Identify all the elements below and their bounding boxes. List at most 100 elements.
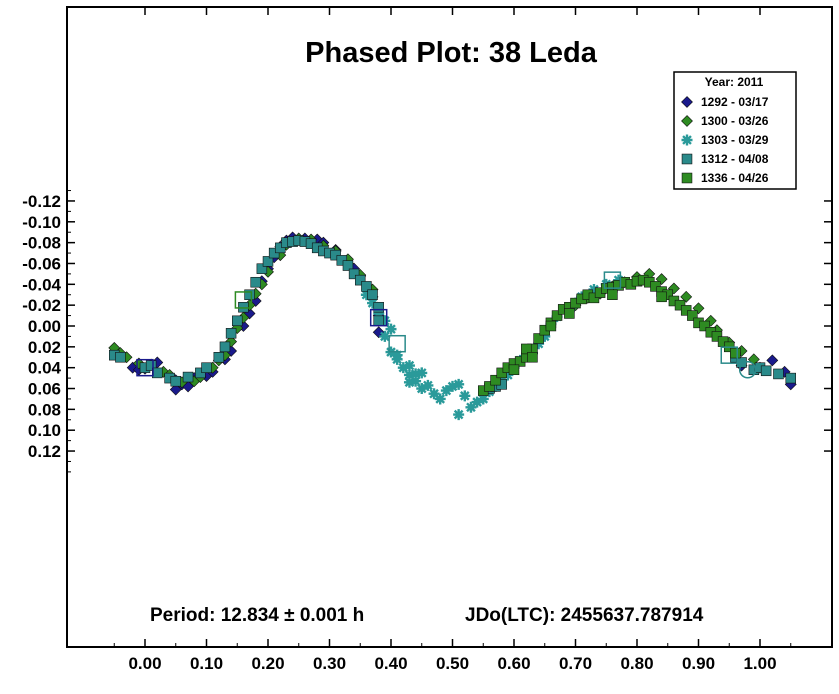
data-point [477,393,489,405]
anchor-marker [388,334,406,353]
data-point [508,364,520,376]
data-point [545,320,557,332]
anchor-marker [136,358,154,377]
data-point [607,289,618,300]
y-tick-label: 0.04 [28,359,62,378]
data-point [403,360,415,372]
y-tick-label: -0.12 [22,192,61,211]
chart-title: Phased Plot: 38 Leda [305,37,598,69]
data-point [342,260,354,271]
anchor-marker [369,308,388,327]
data-point [760,365,772,377]
data-point [244,289,255,300]
data-point [360,289,372,301]
legend: Year: 2011 1292 - 03/17 1300 - 03/26 1303 … [673,71,797,190]
data-point [213,352,225,363]
data-point [410,368,422,380]
data-point [785,372,796,384]
legend-marker [681,115,693,127]
legend-label: 1300 - 03/26 [701,114,769,128]
data-point [232,315,243,327]
data-point [262,256,274,267]
data-point [773,368,784,380]
y-tick-label: 0.10 [28,421,61,440]
data-point [564,308,575,319]
axis-ticks: 0.00 0.10 0.20 0.30 0.40 0.50 0.60 0.70 0.80 0.90… [22,7,832,673]
data-point [170,375,182,387]
x-tick-label: 1.00 [743,654,776,673]
y-tick-label: -0.02 [22,296,61,315]
data-point [373,307,385,319]
x-tick-label: 0.80 [620,654,653,673]
data-point [440,385,452,397]
data-point [428,388,440,400]
data-point [416,367,428,379]
data-point [182,371,194,383]
data-point [225,328,237,339]
data-point [730,347,741,359]
x-tick-label: 0.40 [374,654,407,673]
period-label: Period: 12.834 ± 0.001 h [150,605,364,626]
data-point [403,369,415,381]
data-point [169,383,182,396]
data-point [453,409,465,421]
y-tick-label: 0.12 [28,442,61,461]
x-tick-label: 0.20 [251,654,284,673]
x-tick-label: 0.10 [190,654,223,673]
data-points [108,231,797,421]
data-point [416,383,428,395]
data-point [354,274,366,286]
data-point [410,375,422,387]
data-point [403,376,415,388]
data-point [699,320,710,332]
data-point [447,380,458,392]
data-point [373,301,384,313]
x-tick-label: 0.70 [559,654,592,673]
legend-marker [681,172,693,184]
data-point [484,381,495,392]
legend-label: 1336 - 04/26 [701,171,769,185]
data-point [434,393,446,405]
legend-title: Year: 2011 [705,75,764,89]
data-point [459,390,471,402]
data-point [385,323,397,335]
data-point [471,396,483,408]
legend-label: 1292 - 03/17 [701,95,769,109]
x-tick-label: 0.00 [128,654,161,673]
data-point [527,352,538,363]
legend-marker [681,134,693,146]
data-point [115,352,126,363]
legend-label: 1312 - 04/08 [701,152,769,166]
legend-marker [681,153,693,165]
data-point [502,369,514,381]
legend-marker [681,96,693,108]
data-point [551,310,563,321]
data-point [367,297,379,309]
data-point [766,354,779,367]
y-tick-label: 0.08 [28,400,61,419]
data-point [250,276,261,288]
data-point [656,291,667,303]
data-point [367,289,378,300]
x-tick-label: 0.60 [497,654,530,673]
data-point [680,290,693,303]
data-point [397,362,409,374]
y-tick-label: -0.10 [22,213,61,232]
data-point [372,326,385,339]
data-point [521,343,532,355]
x-tick-label: 0.30 [313,654,346,673]
y-tick-label: 0.02 [28,338,61,357]
data-point [152,367,163,379]
y-tick-label: -0.06 [22,254,61,273]
data-point [453,378,465,390]
y-tick-label: -0.04 [22,275,61,294]
anchor-marker [720,346,738,364]
data-point [465,401,477,413]
data-point [588,284,600,296]
data-point [391,353,403,365]
data-point [348,268,360,280]
x-tick-label: 0.90 [682,654,715,673]
data-point [533,333,544,344]
y-tick-label: 0.06 [28,380,61,399]
